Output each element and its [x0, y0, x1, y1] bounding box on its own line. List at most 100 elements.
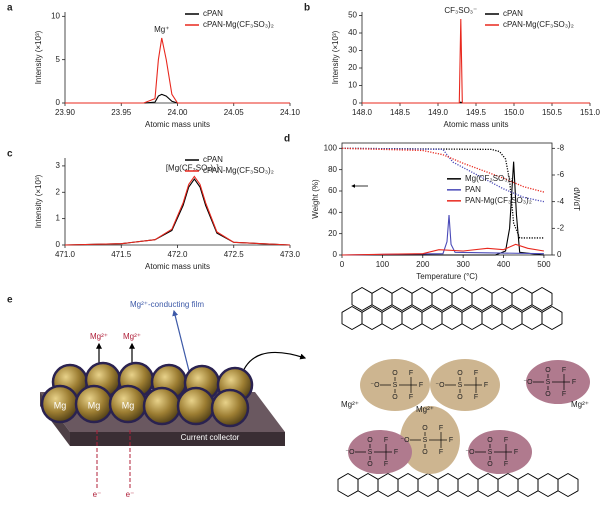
particle-label: Mg: [88, 400, 101, 410]
x-tick-label: 500: [537, 260, 551, 269]
x-tick-label: 24.10: [280, 108, 301, 117]
ion-label: Mg²⁺: [90, 332, 108, 341]
x-tick-label: 200: [416, 260, 430, 269]
x-tick-label: 24.05: [224, 108, 245, 117]
particle: [142, 386, 182, 426]
atom-label: O: [392, 370, 398, 377]
atom-label: F: [409, 394, 413, 401]
y-tick-label: 2: [56, 187, 61, 196]
ring: [351, 286, 373, 312]
peak-annotation: [Mg(CF₃SO₃)₃]⁻: [166, 164, 223, 173]
particle-label: Mg: [122, 400, 135, 410]
ring: [537, 472, 559, 498]
atom-label: ⁻O: [370, 382, 380, 389]
y-tick-label: 20: [328, 229, 337, 238]
y2-tick-label: -2: [557, 223, 565, 232]
atom-label: F: [439, 449, 443, 456]
ring: [397, 472, 419, 498]
x-tick-label: 400: [497, 260, 511, 269]
ring: [497, 472, 519, 498]
ring: [391, 286, 413, 312]
ring: [357, 472, 379, 498]
coord-blob: [360, 359, 430, 411]
series-line: [341, 147, 545, 193]
x-tick-label: 0: [340, 260, 345, 269]
series-line: [341, 243, 545, 256]
atom-label: F: [394, 449, 398, 456]
series-line: [341, 147, 544, 239]
atom-label: ⁻O: [465, 449, 475, 456]
atom-label: F: [474, 394, 478, 401]
atom-label: O: [422, 425, 428, 432]
x-tick-label: 472.0: [167, 250, 188, 259]
x-tick-label: 23.90: [55, 108, 76, 117]
atom-label: F: [409, 370, 413, 377]
ring: [457, 472, 479, 498]
legend-label: cPAN: [503, 9, 523, 18]
ring: [341, 305, 363, 331]
ring: [491, 286, 513, 312]
x-tick-label: 24.00: [167, 108, 188, 117]
atom-label: O: [457, 370, 463, 377]
series-line: [362, 18, 590, 104]
panel-letter: c: [7, 149, 13, 160]
atom-label: S: [423, 437, 428, 444]
ring: [481, 305, 503, 331]
y-tick-label: 80: [328, 165, 337, 174]
atom-label: O: [367, 437, 373, 444]
x-tick-label: 149.5: [466, 108, 487, 117]
y-tick-label: 30: [348, 46, 357, 55]
atom-label: ⁻O: [523, 379, 533, 386]
y2-tick-label: -6: [557, 170, 565, 179]
x-tick-label: 148.5: [390, 108, 411, 117]
ring: [371, 286, 393, 312]
atom-label: F: [562, 391, 566, 398]
legend-label: PAN-Mg(CF₃SO₃)₂: [465, 196, 532, 205]
peak-annotation: Mg⁺: [154, 25, 169, 34]
legend-label: PAN: [465, 185, 481, 194]
atom-label: O: [392, 394, 398, 401]
series-line: [341, 147, 545, 203]
atom-label: O: [422, 449, 428, 456]
y-axis-label: Intensity (×10³): [34, 30, 43, 84]
electron-label: e⁻: [126, 490, 135, 499]
x-tick-label: 151.0: [580, 108, 600, 117]
electron-label: e⁻: [93, 490, 102, 499]
atom-label: S: [458, 382, 463, 389]
y-axis-label: Intensity (×10³): [34, 174, 43, 228]
atom-label: F: [514, 449, 518, 456]
atom-label: F: [504, 461, 508, 468]
film-arrow: [172, 309, 191, 376]
collector-label: Current collector: [181, 433, 240, 442]
dynamic-layer: e Mg²⁺-conducting film Mg Mg Mg Current colle…: [7, 286, 590, 499]
ring: [451, 286, 473, 312]
x-tick-label: 300: [456, 260, 470, 269]
panel-letter: a: [7, 3, 13, 14]
y-tick-label: 10: [51, 11, 60, 20]
ring: [531, 286, 553, 312]
x-axis-label: Atomic mass units: [145, 120, 210, 129]
legend-label: cPAN: [203, 155, 223, 164]
atom-label: S: [546, 379, 551, 386]
atom-label: S: [368, 449, 373, 456]
y-tick-label: 5: [56, 55, 61, 64]
ring: [511, 286, 533, 312]
particle: [176, 386, 216, 426]
ring: [541, 305, 563, 331]
atom-label: O: [545, 391, 551, 398]
particle-label: Mg: [54, 400, 67, 410]
ring: [421, 305, 443, 331]
x-axis-label: Atomic mass units: [444, 120, 509, 129]
ion-label: Mg²⁺: [123, 332, 141, 341]
x-tick-label: 23.95: [111, 108, 132, 117]
atom-label: F: [474, 370, 478, 377]
y-axis-label: Weight (%): [311, 179, 320, 219]
atom-label: F: [419, 382, 423, 389]
atom-label: F: [439, 425, 443, 432]
ring: [361, 305, 383, 331]
y-tick-label: 3: [56, 161, 61, 170]
ring: [411, 286, 433, 312]
y-tick-label: 10: [348, 81, 357, 90]
y2-tick-label: -4: [557, 197, 565, 206]
x-tick-label: 149.0: [428, 108, 449, 117]
